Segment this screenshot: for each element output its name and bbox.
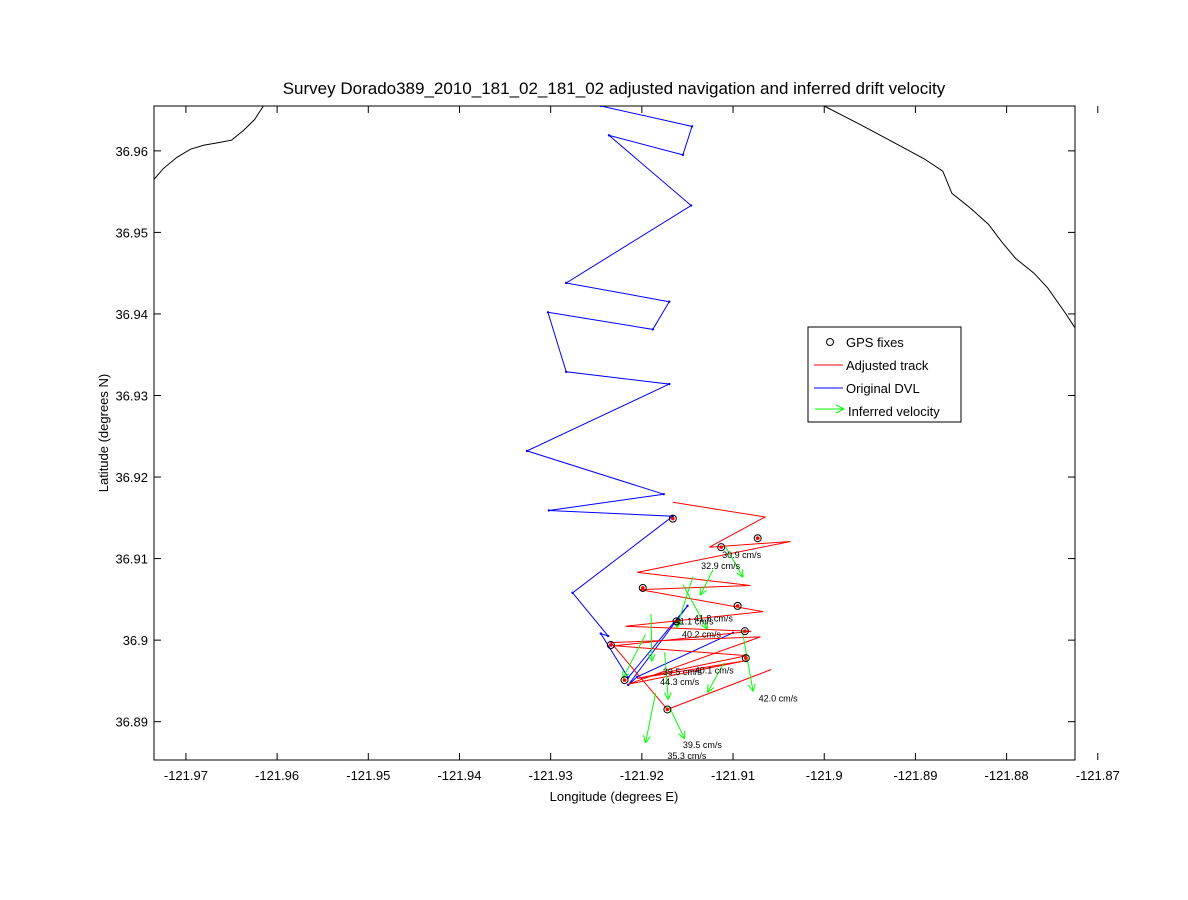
velocity-label: 39.5 cm/s	[683, 740, 723, 750]
velocity-label: 39.5 cm/s	[663, 667, 703, 677]
x-tick-label: -121.88	[985, 768, 1029, 783]
velocity-label: 41.1 cm/s	[675, 617, 715, 627]
velocity-label: 41.8 cm/s	[694, 613, 734, 623]
x-tick-label: -121.95	[346, 768, 390, 783]
dvl-point	[546, 311, 550, 314]
gps-fix-center	[640, 586, 645, 590]
gps-fix-marker	[638, 583, 647, 592]
velocity-arrow	[707, 662, 725, 693]
gps-fix-marker	[717, 543, 726, 552]
dvl-point	[690, 125, 694, 128]
velocity-label: 35.3 cm/s	[667, 751, 707, 761]
gps-fix-center	[609, 643, 613, 647]
gps-fix-marker	[753, 534, 762, 543]
y-tick-label: 36.95	[115, 225, 148, 240]
y-tick-label: 36.92	[115, 470, 148, 485]
gps-fix-marker	[740, 627, 749, 636]
gps-fix-marker	[663, 705, 672, 714]
dvl-point	[547, 509, 551, 512]
gps-fix-center	[674, 619, 679, 624]
velocity-label: 30.9 cm/s	[722, 550, 762, 560]
gps-fix-center	[735, 604, 740, 608]
gps-fix-marker	[672, 617, 681, 626]
dvl-point	[686, 604, 689, 608]
y-tick-label: 36.9	[123, 633, 148, 648]
velocity-label: 32.9 cm/s	[701, 561, 741, 571]
gps-fix-marker	[620, 676, 629, 685]
x-tick-label: -121.91	[711, 768, 755, 783]
legend-label-adjusted: Adjusted track	[846, 358, 929, 373]
gps-fix-center	[743, 629, 747, 633]
dvl-point	[668, 300, 671, 303]
y-tick-label: 36.91	[115, 552, 148, 567]
axis-ticks: -121.97 -121.96 -121.95 -121.94 -121.93 -121.…	[115, 106, 1120, 783]
y-tick-label: 36.89	[115, 715, 148, 730]
velocity-arrow	[699, 569, 714, 596]
dvl-point	[607, 134, 611, 137]
gps-fix-center	[622, 678, 627, 682]
y-axis-label: Latitude (degrees N)	[96, 374, 111, 493]
adjusted-track-line	[609, 501, 791, 710]
gps-fix-marker	[668, 514, 677, 523]
plot-content: 30.9 cm/s32.9 cm/s 41.8 cm/s41.1 cm/s 40.2…	[154, 106, 1075, 761]
x-tick-label: -121.94	[437, 768, 481, 783]
gps-fix-center	[755, 536, 760, 540]
x-tick-label: -121.92	[620, 768, 664, 783]
dvl-point	[599, 106, 603, 108]
x-tick-label: -121.93	[529, 768, 573, 783]
dvl-point	[564, 370, 568, 374]
dvl-point	[681, 153, 685, 157]
velocity-label: 40.2 cm/s	[682, 630, 722, 640]
velocity-arrow	[663, 652, 672, 700]
plot-area	[153, 105, 1076, 761]
velocity-label: 42.0 cm/s	[759, 693, 799, 703]
y-tick-label: 36.93	[115, 388, 148, 403]
legend: GPS fixes Adjusted track Original DVL In…	[807, 326, 962, 423]
gps-fix-marker	[606, 641, 615, 650]
y-tick-label: 36.96	[115, 144, 148, 159]
velocity-arrow	[682, 584, 709, 630]
x-tick-label: -121.96	[255, 768, 299, 783]
dvl-point	[668, 382, 671, 386]
dvl-point	[525, 449, 529, 453]
legend-label-dvl: Original DVL	[846, 381, 920, 396]
gps-fix-center	[665, 707, 670, 712]
legend-velocity-arrow	[815, 404, 845, 414]
y-tick-label: 36.94	[115, 307, 148, 322]
velocity-label: 40.1 cm/s	[695, 666, 735, 676]
dvl-point	[636, 675, 639, 679]
legend-gps-marker	[826, 338, 834, 346]
velocity-arrow	[725, 546, 744, 578]
coastline-east	[823, 106, 1075, 329]
dvl-point	[599, 632, 603, 635]
velocity-arrow	[668, 706, 686, 740]
dvl-point	[564, 281, 568, 285]
gps-fix-center	[744, 656, 748, 660]
dvl-point	[571, 591, 574, 595]
dvl-point	[689, 204, 693, 207]
velocity-arrow	[643, 693, 657, 744]
coastline-west	[154, 106, 264, 180]
x-tick-label: -121.9	[806, 768, 843, 783]
dvl-point	[606, 634, 610, 638]
x-tick-label: -121.97	[164, 768, 208, 783]
gps-fix-marker	[733, 601, 742, 610]
gps-fix-center	[671, 516, 675, 521]
x-tick-label: -121.87	[1076, 768, 1120, 783]
chart-title: Survey Dorado389_2010_181_02_181_02 adju…	[283, 79, 946, 98]
velocity-arrow	[647, 614, 656, 662]
legend-label-gps: GPS fixes	[846, 335, 904, 350]
x-tick-label: -121.89	[893, 768, 937, 783]
x-axis-label: Longitude (degrees E)	[550, 789, 679, 804]
velocity-label: 44.3 cm/s	[660, 677, 700, 687]
legend-label-velocity: Inferred velocity	[848, 404, 940, 419]
gps-fix-center	[719, 545, 723, 549]
dvl-point	[651, 328, 654, 331]
gps-fix-marker	[741, 654, 750, 663]
dvl-point	[662, 492, 665, 496]
